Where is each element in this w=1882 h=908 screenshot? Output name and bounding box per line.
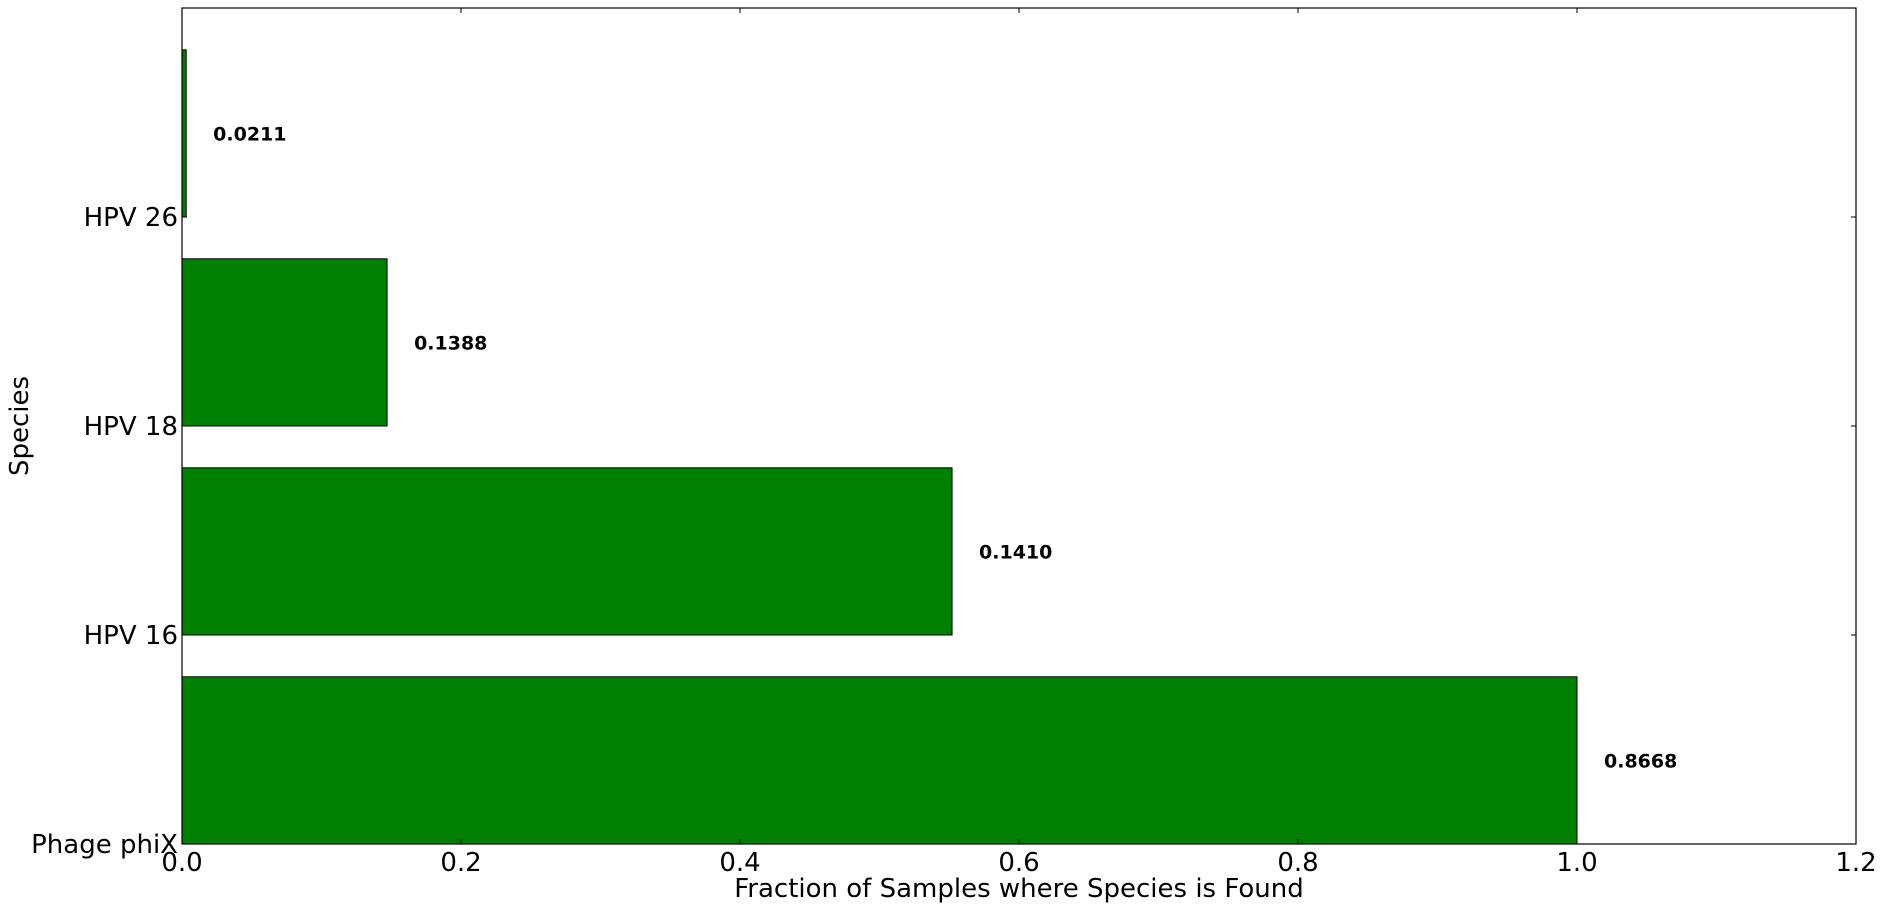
y-axis: Phage phiX HPV 16 HPV 18 HPV 26 (31, 203, 1856, 860)
bar-hpv-18 (181, 258, 388, 427)
x-tick-label: 0.0 (161, 848, 202, 878)
value-labels-group: 0.8668 0.1410 0.1388 0.0211 (213, 123, 1677, 772)
y-tick-label: HPV 16 (84, 621, 178, 651)
x-tick-label: 1.2 (1835, 848, 1876, 878)
y-tick-label: HPV 18 (84, 412, 178, 442)
bar-hpv-26 (181, 49, 187, 218)
x-axis: 0.0 0.2 0.4 0.6 0.8 1.0 1.2 (161, 8, 1877, 878)
x-axis-title: Fraction of Samples where Species is Fou… (734, 874, 1304, 904)
y-tick-label: Phage phiX (31, 830, 178, 860)
y-tick-label: HPV 26 (84, 203, 178, 233)
y-axis-title: Species (5, 376, 35, 476)
x-tick-label: 0.6 (998, 848, 1039, 878)
bar-value-label: 0.0211 (213, 123, 286, 145)
bar-value-label: 0.1388 (414, 332, 487, 354)
bars-group (181, 49, 1578, 845)
x-tick-label: 0.4 (719, 848, 760, 878)
x-tick-label: 0.2 (440, 848, 481, 878)
bar-value-label: 0.1410 (979, 541, 1052, 563)
bar-phage-phix (181, 676, 1578, 845)
bar-hpv-16 (181, 467, 953, 636)
bar-value-label: 0.8668 (1604, 750, 1677, 772)
x-tick-label: 1.0 (1556, 848, 1597, 878)
x-tick-label: 0.8 (1277, 848, 1318, 878)
